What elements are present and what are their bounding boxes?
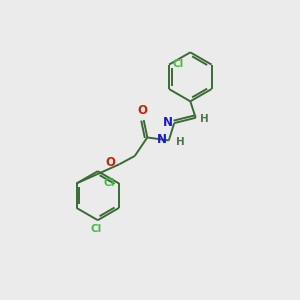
- Text: Cl: Cl: [91, 224, 102, 234]
- Text: N: N: [162, 116, 172, 129]
- Text: O: O: [105, 156, 115, 169]
- Text: H: H: [176, 137, 185, 147]
- Text: Cl: Cl: [173, 59, 184, 69]
- Text: N: N: [157, 133, 167, 146]
- Text: H: H: [200, 114, 208, 124]
- Text: O: O: [137, 103, 148, 117]
- Text: Cl: Cl: [103, 178, 115, 188]
